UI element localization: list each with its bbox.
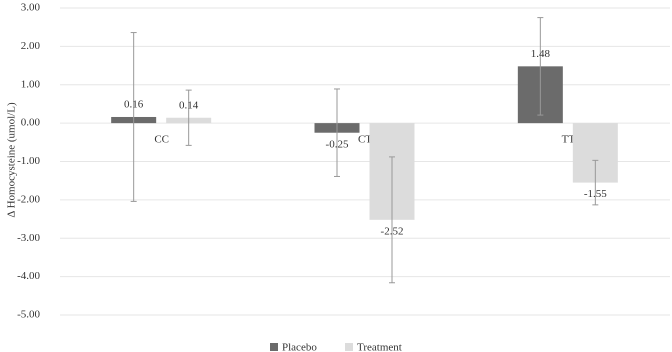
y-tick-label: -1.00 (17, 155, 40, 167)
x-tick-label: TT (562, 134, 576, 146)
legend-label: Treatment (357, 342, 402, 352)
data-label: 0.16 (124, 99, 144, 111)
data-label: -0.25 (326, 138, 349, 150)
x-tick-label: CC (154, 134, 169, 146)
legend-swatch (270, 343, 278, 351)
legend-label: Placebo (282, 342, 317, 352)
legend-swatch (345, 343, 353, 351)
y-tick-label: 2.00 (21, 40, 41, 52)
y-tick-label: 3.00 (21, 2, 41, 14)
y-tick-label: -4.00 (17, 270, 40, 282)
data-label: -1.55 (584, 188, 607, 200)
y-tick-label: 1.00 (21, 78, 41, 90)
data-label: -2.52 (381, 225, 404, 237)
y-axis-label: Δ Homocysteine (umol/L) (6, 102, 18, 218)
y-tick-label: -2.00 (17, 193, 40, 205)
y-tick-label: -3.00 (17, 232, 40, 244)
y-tick-label: -5.00 (17, 309, 40, 321)
data-label: 0.14 (179, 99, 199, 111)
data-label: 1.48 (531, 48, 551, 60)
y-tick-label: 0.00 (21, 117, 41, 129)
x-tick-label: CT (358, 134, 372, 146)
